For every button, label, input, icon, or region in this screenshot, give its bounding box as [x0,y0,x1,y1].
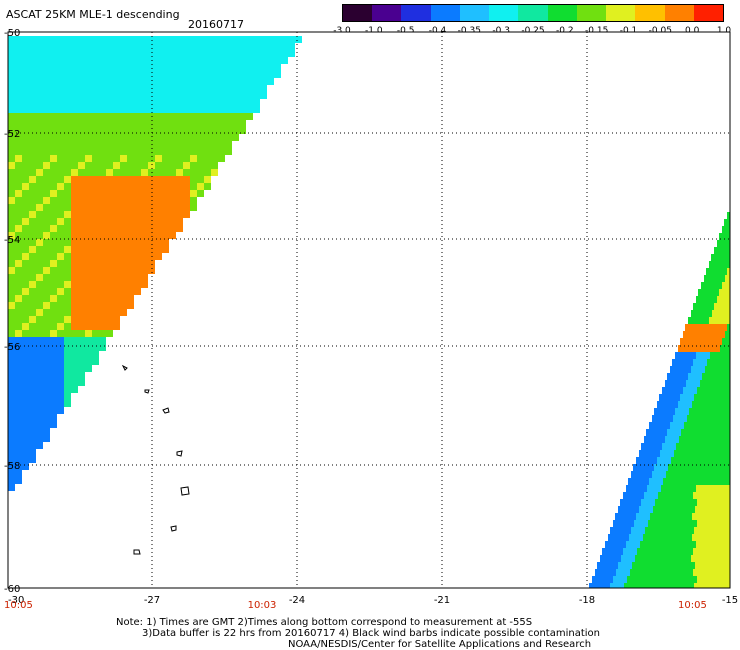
color-scale-label: 1.0 [716,26,732,36]
color-scale-swatch [401,5,431,21]
color-scale-label: -0.2 [556,26,574,36]
longitude-label: -24 [289,595,305,606]
map-frame [7,31,731,589]
color-scale-swatch [635,5,665,21]
lat-lon-grid [8,32,730,588]
color-scale-label: -0.1 [619,26,638,36]
color-scale-label: -0.05 [648,26,672,36]
color-scale-label: -0.4 [428,26,447,36]
time-label: 10:05 [678,600,707,611]
color-scale-swatch [430,5,460,21]
scatterometer-swaths [8,36,730,588]
island-outline [170,525,177,532]
product-title: ASCAT 25KM MLE-1 descending [6,8,180,21]
color-scale-swatch [547,5,577,21]
color-scale-bar [342,4,724,22]
latitude-label: -50 [4,28,20,39]
color-scale-label: -0.25 [521,26,545,36]
island-outline [133,549,141,555]
longitude-label: -18 [579,595,595,606]
color-scale-label: -0.35 [457,26,481,36]
color-scale-swatch [459,5,490,21]
color-scale-swatch [606,5,636,21]
island-outline [176,450,183,457]
time-label: 10:03 [248,600,277,611]
color-scale-swatch [664,5,694,21]
product-date: 20160717 [188,18,244,31]
color-scale-swatch [372,5,402,21]
color-scale-swatch [489,5,519,21]
island-outline [121,364,128,371]
time-label: 10:05 [4,600,33,611]
island-outline [162,407,170,414]
island-outline [144,389,150,394]
longitude-label: -15 [722,595,738,606]
color-scale-swatch [693,5,724,21]
color-scale-swatch [518,5,548,21]
color-scale-label: -0.5 [396,26,415,36]
color-scale-label: -0.15 [585,26,609,36]
color-scale-label: -1.0 [365,26,383,36]
longitude-label: -21 [434,595,450,606]
latitude-label: -56 [4,342,20,353]
island-outline [180,486,190,496]
note-line-1: Note: 1) Times are GMT 2)Times along bot… [116,617,533,628]
color-scale-label: -0.3 [492,26,510,36]
color-scale-label: -3.0 [333,26,351,36]
latitude-label: -54 [4,235,20,246]
latitude-label: -60 [4,584,20,595]
longitude-label: -27 [144,595,160,606]
note-line-3: NOAA/NESDIS/Center for Satellite Applica… [288,639,592,650]
latitude-label: -52 [4,129,20,140]
longitude-label: -30 [8,595,24,606]
color-scale-label: 0.0 [684,26,700,36]
latitude-label: -58 [4,461,20,472]
note-line-2: 3)Data buffer is 22 hrs from 20160717 4)… [142,628,600,639]
color-scale-swatch [343,5,373,21]
color-scale-swatch [576,5,607,21]
island-outlines [121,364,190,555]
